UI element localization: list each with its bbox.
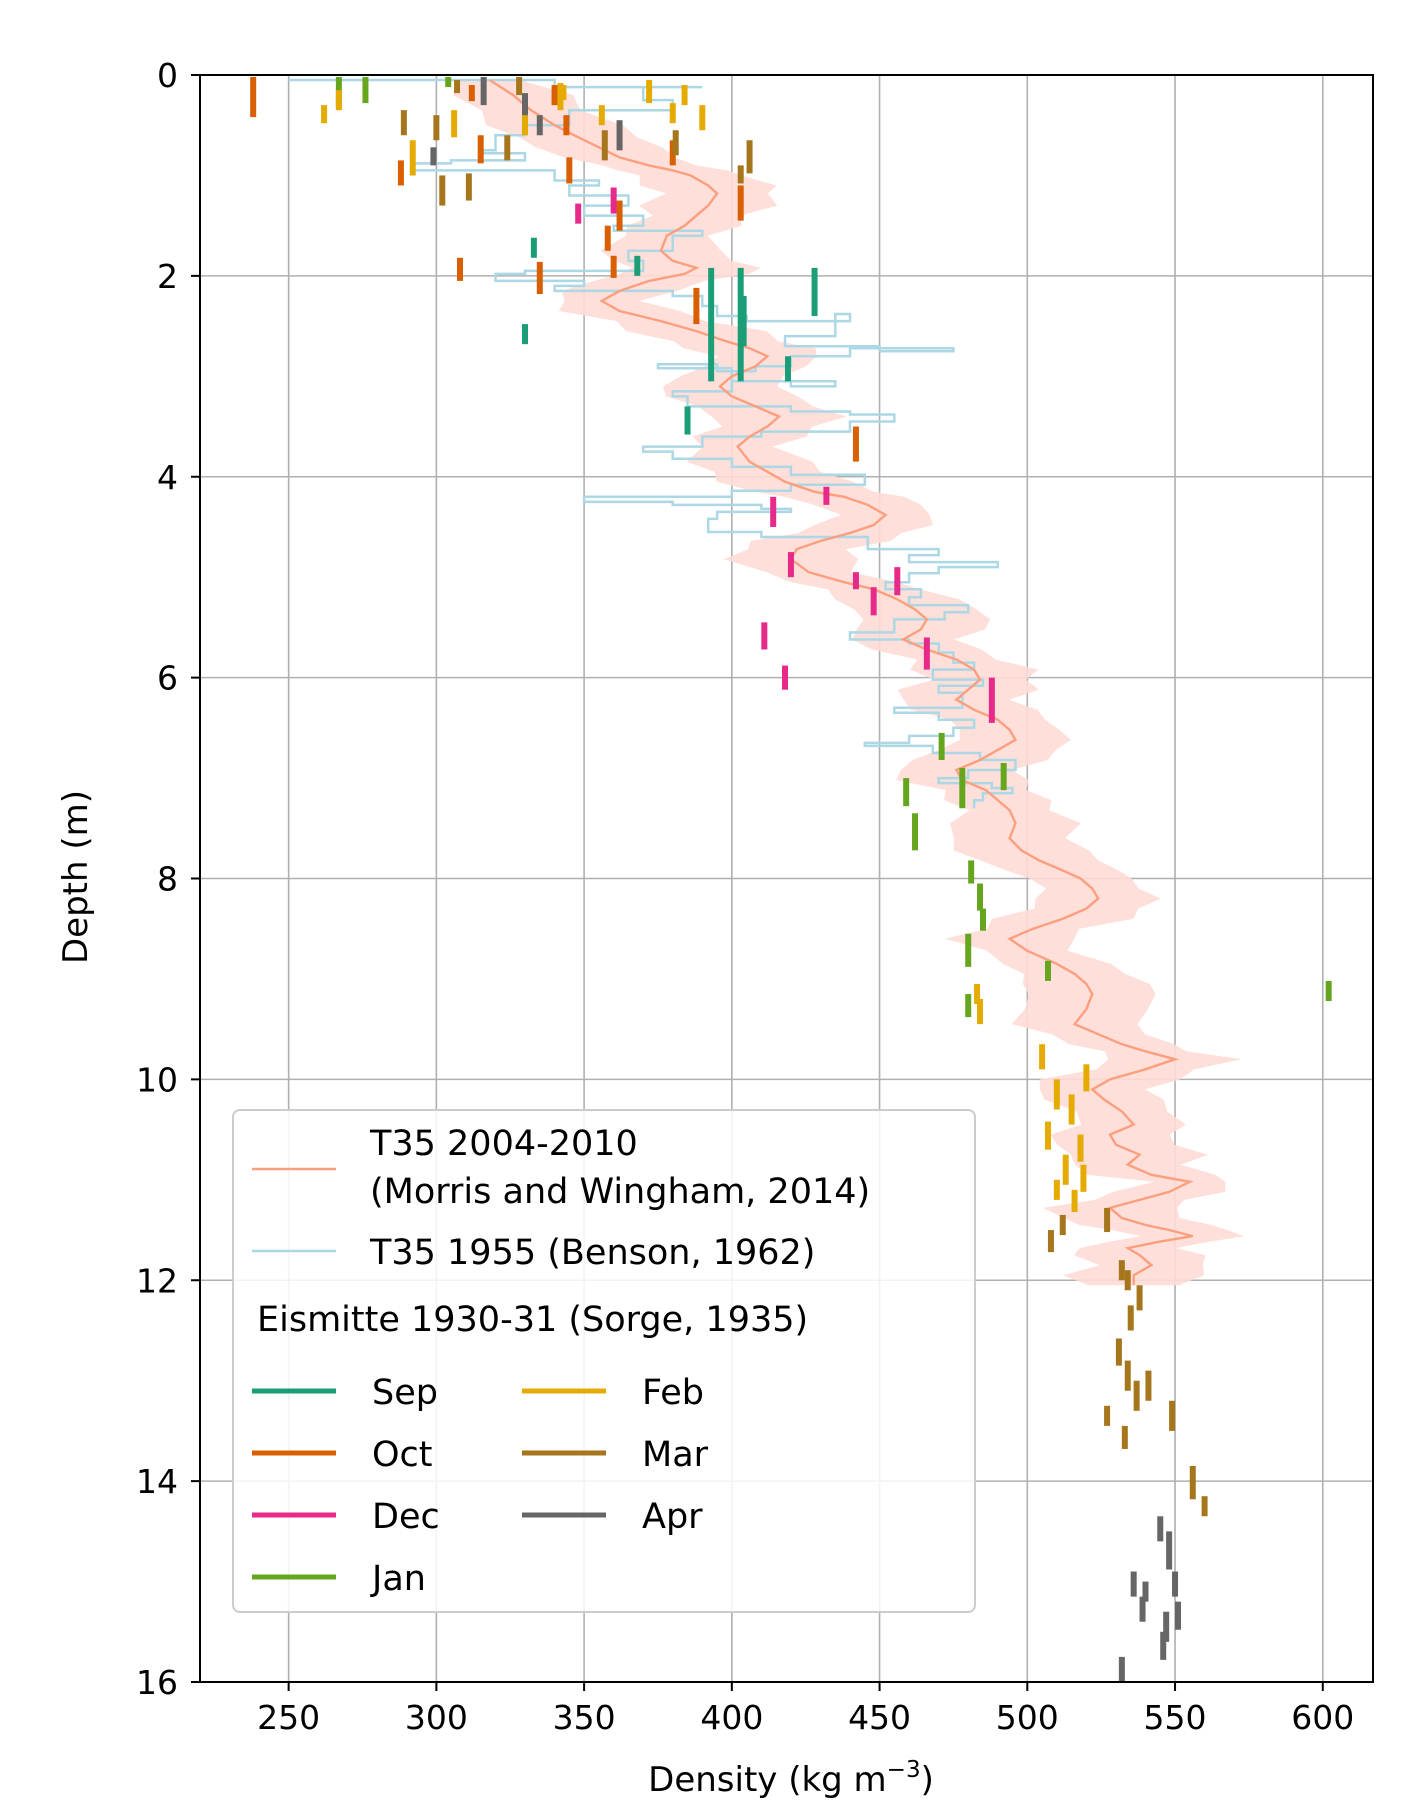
y-axis-title: Depth (m) — [56, 790, 96, 964]
legend-label-morris-line2: (Morris and Wingham, 2014) — [370, 1172, 870, 1212]
density-uncertainty-band — [452, 80, 1245, 1286]
x-tick-label: 550 — [1144, 1698, 1207, 1737]
legend-group-title: Eismitte 1930-31 (Sorge, 1935) — [257, 1300, 808, 1340]
legend-label-sep: Sep — [372, 1373, 438, 1413]
x-tick-label: 500 — [996, 1698, 1059, 1737]
x-tick-label: 400 — [700, 1698, 763, 1737]
legend-box — [232, 1109, 976, 1613]
y-tick-label: 6 — [157, 659, 178, 698]
legend-label-feb: Feb — [642, 1373, 704, 1413]
benson-1955-line — [288, 78, 1017, 809]
morris-2004-2010-line — [488, 78, 1194, 1286]
legend-label-dec: Dec — [372, 1497, 440, 1537]
y-tick-label: 14 — [136, 1462, 178, 1501]
x-tick-label: 250 — [257, 1698, 320, 1737]
measurements-apr — [430, 77, 1181, 1682]
legend-label-mar: Mar — [642, 1435, 709, 1475]
legend-label-apr: Apr — [642, 1497, 703, 1537]
legend-month-entries: Sep Oct Dec Jan Feb Mar Apr — [252, 1373, 709, 1599]
morris-band — [452, 80, 1245, 1286]
legend-label-benson: T35 1955 (Benson, 1962) — [369, 1233, 815, 1273]
x-tick-label: 600 — [1291, 1698, 1354, 1737]
measurements-mar — [400, 77, 1208, 1517]
measurements-dec — [575, 187, 995, 723]
y-tick-label: 8 — [157, 860, 178, 899]
x-axis-ticks: 250 300 350 400 450 500 550 600 — [257, 1682, 1354, 1737]
y-tick-label: 0 — [157, 56, 178, 95]
x-tick-label: 450 — [848, 1698, 911, 1737]
measurements-feb — [321, 80, 1090, 1212]
legend-label-morris-line1: T35 2004-2010 — [369, 1124, 638, 1164]
y-axis-ticks: 0 2 4 6 8 10 12 14 16 — [136, 56, 200, 1702]
y-tick-label: 12 — [136, 1261, 178, 1300]
x-tick-label: 300 — [405, 1698, 468, 1737]
legend-label-jan: Jan — [370, 1559, 426, 1599]
x-axis-title-suffix: ) — [921, 1760, 934, 1800]
x-axis-title: Density (kg m−3) — [648, 1757, 934, 1800]
y-tick-label: 2 — [157, 257, 178, 296]
monthly-measurements — [250, 77, 1332, 1682]
legend-label-oct: Oct — [372, 1435, 433, 1475]
y-tick-label: 10 — [136, 1060, 178, 1099]
legend: T35 2004-2010 (Morris and Wingham, 2014)… — [232, 1109, 976, 1613]
x-axis-title-superscript: −3 — [887, 1757, 921, 1783]
y-tick-label: 4 — [157, 458, 178, 497]
measurements-sep — [522, 237, 818, 435]
y-tick-label: 16 — [136, 1663, 178, 1702]
x-tick-label: 350 — [553, 1698, 616, 1737]
profile-lines — [288, 78, 1194, 1286]
